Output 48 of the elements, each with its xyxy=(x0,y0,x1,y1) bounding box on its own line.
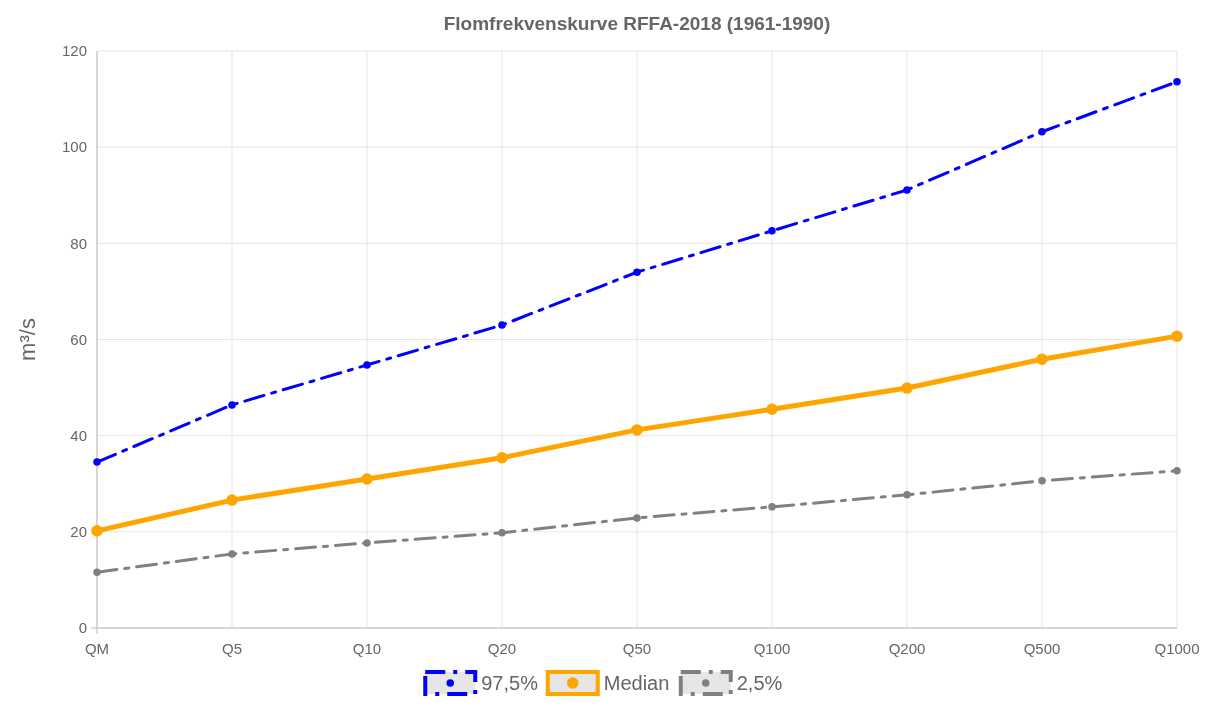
point xyxy=(93,458,101,466)
point xyxy=(766,403,778,415)
point xyxy=(903,491,911,499)
y-axis-title: m³/s xyxy=(15,318,40,361)
point xyxy=(1173,78,1181,86)
x-tick-label: Q10 xyxy=(352,640,382,657)
point xyxy=(93,568,101,576)
x-tick-label: QM xyxy=(84,640,110,657)
x-tick-label: Q200 xyxy=(888,640,926,657)
point xyxy=(228,401,236,409)
point xyxy=(903,186,911,194)
point xyxy=(633,268,641,276)
point xyxy=(901,382,913,394)
point xyxy=(498,529,506,537)
point xyxy=(768,503,776,511)
point xyxy=(361,473,373,485)
x-tick-label: Q5 xyxy=(221,640,243,657)
point xyxy=(1038,477,1046,485)
y-tick-label: 100 xyxy=(61,138,87,156)
point xyxy=(498,321,506,329)
y-tick-label: 120 xyxy=(61,42,87,60)
x-tick-label: Q1000 xyxy=(1154,640,1200,657)
point xyxy=(1038,128,1046,136)
point xyxy=(1173,467,1181,475)
x-tick-label: Q100 xyxy=(753,640,791,657)
point xyxy=(363,361,371,369)
y-tick-label: 60 xyxy=(70,330,87,348)
legend-label: 2,5% xyxy=(736,672,783,694)
point xyxy=(631,424,643,436)
point xyxy=(768,227,776,235)
legend-label: 97,5% xyxy=(481,672,539,694)
point xyxy=(633,514,641,522)
x-tick-label: Q50 xyxy=(622,640,652,657)
x-tick-label: Q500 xyxy=(1023,640,1061,657)
x-tick-label: Q20 xyxy=(487,640,517,657)
point xyxy=(228,550,236,558)
y-tick-label: 20 xyxy=(70,523,87,541)
point xyxy=(1036,353,1048,365)
y-tick-label: 0 xyxy=(78,619,87,637)
y-tick-label: 80 xyxy=(70,234,87,252)
point xyxy=(91,525,103,537)
point xyxy=(226,494,238,506)
chart-title: Flomfrekvenskurve RFFA-2018 (1961-1990) xyxy=(443,13,831,34)
y-tick-label: 40 xyxy=(70,426,87,444)
point xyxy=(1171,330,1183,342)
point xyxy=(496,452,508,464)
legend-label: Median xyxy=(603,672,670,694)
point xyxy=(363,539,371,547)
